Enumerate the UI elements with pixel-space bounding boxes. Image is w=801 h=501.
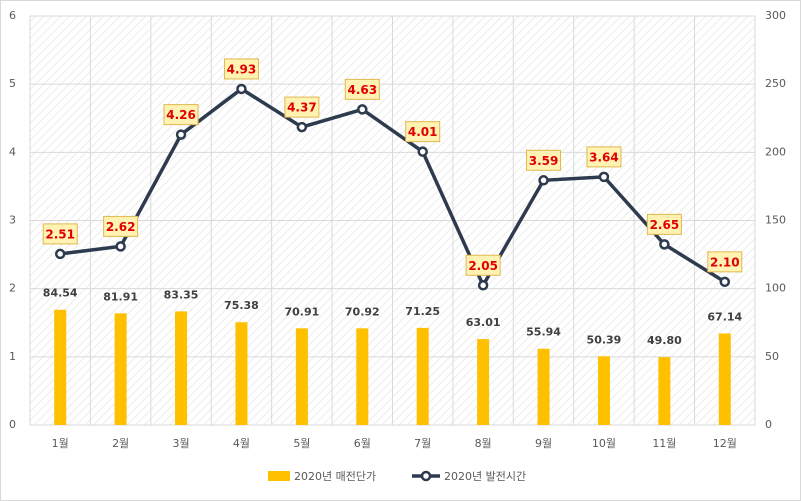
- label-box: [707, 251, 743, 273]
- line-marker: [477, 280, 489, 291]
- x-tick-label: 10월: [592, 437, 616, 450]
- line-marker: [538, 175, 549, 186]
- line-value-label: 2.62: [106, 220, 136, 234]
- x-tick-label: 7월: [414, 437, 431, 450]
- bar-value-label: 49.80: [647, 334, 682, 347]
- bar: [114, 313, 127, 425]
- bar-value-label: 70.91: [284, 305, 319, 318]
- legend-label: 2020년 발전시간: [444, 470, 526, 483]
- legend-swatch: [268, 471, 290, 481]
- bar-value-label: 83.35: [164, 288, 199, 301]
- line-marker: [236, 83, 247, 95]
- y2-tick-label: 150: [765, 214, 786, 227]
- bar: [658, 357, 671, 425]
- bar: [597, 356, 610, 425]
- line-value-label: 4.01: [408, 125, 438, 139]
- line-value-label: 3.64: [589, 150, 619, 164]
- x-tick-label: 3월: [172, 437, 189, 450]
- y2-tick-label: 300: [765, 9, 786, 22]
- line-value-label: 3.59: [529, 154, 559, 168]
- label-box: [465, 254, 501, 276]
- x-tick-label: 2월: [112, 437, 129, 450]
- line-marker: [175, 129, 187, 140]
- label-box: [586, 146, 622, 168]
- line-marker: [417, 146, 428, 157]
- label-box: [223, 58, 259, 80]
- line-marker: [357, 104, 368, 115]
- y-tick-label: 5: [9, 77, 16, 90]
- bar-value-label: 70.92: [345, 305, 380, 318]
- x-tick-label: 8월: [475, 437, 492, 450]
- label-box: [344, 78, 380, 100]
- bar: [477, 339, 490, 425]
- line-value-label: 2.05: [468, 259, 498, 273]
- x-tick-label: 6월: [354, 437, 371, 450]
- bar-value-label: 55.94: [526, 326, 561, 339]
- legend-label: 2020년 매전단가: [294, 470, 376, 483]
- line-value-label: 2.65: [650, 218, 680, 232]
- label-box: [42, 223, 78, 245]
- x-tick-label: 4월: [233, 437, 250, 450]
- line-value-label: 4.63: [347, 83, 377, 97]
- y2-tick-label: 200: [765, 145, 786, 158]
- line-marker: [719, 276, 731, 288]
- x-tick-label: 1월: [52, 437, 69, 450]
- line-value-label: 4.26: [166, 108, 196, 122]
- y-tick-label: 6: [9, 9, 16, 22]
- bar: [175, 311, 188, 425]
- y-tick-label: 3: [9, 214, 16, 227]
- y2-tick-label: 100: [765, 282, 786, 295]
- label-box: [163, 104, 199, 126]
- bar: [54, 309, 67, 425]
- x-tick-label: 12월: [713, 437, 737, 450]
- y-tick-label: 0: [9, 418, 16, 431]
- bar-value-label: 67.14: [707, 310, 742, 323]
- bar-value-label: 71.25: [405, 305, 440, 318]
- x-tick-label: 11월: [652, 437, 676, 450]
- line-marker: [54, 248, 66, 260]
- line-value-label: 2.51: [45, 227, 75, 241]
- y-tick-label: 4: [9, 145, 16, 158]
- label-box: [284, 96, 320, 118]
- y-tick-label: 2: [9, 282, 16, 295]
- line-value-label: 2.10: [710, 255, 740, 269]
- label-box: [103, 215, 139, 237]
- bar: [416, 327, 429, 425]
- line-marker: [659, 239, 670, 250]
- bar-value-label: 75.38: [224, 299, 259, 312]
- bar-value-label: 84.54: [43, 287, 78, 300]
- bar: [295, 328, 308, 425]
- y2-tick-label: 250: [765, 77, 786, 90]
- bar: [356, 328, 369, 425]
- bar-value-label: 50.39: [587, 333, 622, 346]
- line-value-label: 4.93: [227, 62, 257, 76]
- label-box: [646, 213, 682, 235]
- y2-tick-label: 0: [765, 418, 772, 431]
- line-marker: [296, 121, 308, 133]
- label-box: [526, 149, 562, 171]
- bar-value-label: 81.91: [103, 290, 138, 303]
- line-marker: [598, 171, 610, 183]
- line: [59, 86, 726, 290]
- bar-value-label: 63.01: [466, 316, 501, 329]
- line-value-label: 4.37: [287, 101, 317, 115]
- bar: [235, 322, 248, 425]
- bar: [718, 333, 731, 425]
- x-tick-label: 9월: [535, 437, 552, 450]
- line-marker: [115, 241, 126, 252]
- y-tick-label: 1: [9, 350, 16, 363]
- y2-tick-label: 50: [765, 350, 779, 363]
- legend-marker: [420, 470, 432, 482]
- bar: [537, 348, 550, 425]
- x-tick-label: 5월: [293, 437, 310, 450]
- label-box: [405, 121, 441, 143]
